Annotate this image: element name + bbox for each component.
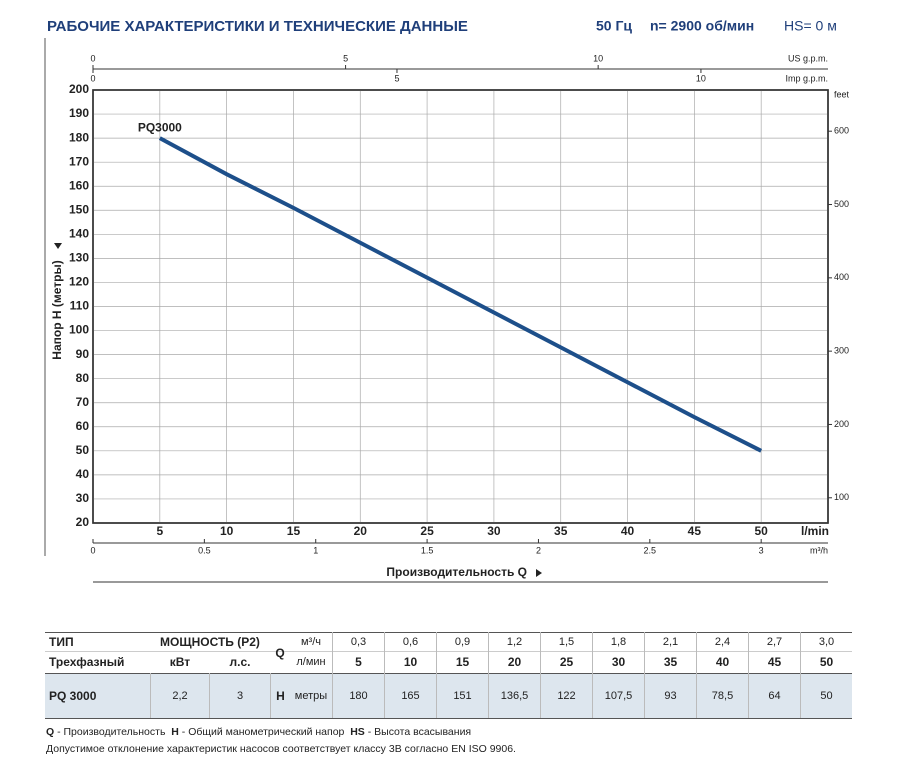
x-tick-label: 20 bbox=[354, 524, 368, 538]
y2-tick-label: 100 bbox=[834, 492, 849, 502]
footnote-text: - Общий манометрический напор bbox=[178, 726, 351, 738]
x-tick-label: 30 bbox=[487, 524, 501, 538]
y-tick-label: 80 bbox=[76, 371, 90, 385]
footnote: Q - Производительность H - Общий маномет… bbox=[46, 726, 471, 738]
y-tick-label: 190 bbox=[69, 106, 89, 120]
tick-label: 2.5 bbox=[644, 545, 657, 555]
tick-label: 2 bbox=[536, 545, 541, 555]
y-tick-label: 90 bbox=[76, 347, 90, 361]
y-tick-label: 20 bbox=[76, 515, 90, 529]
y-axis-title: Напор H (метры) bbox=[50, 260, 64, 359]
footnote: Допустимое отклонение характеристик насо… bbox=[46, 743, 516, 755]
footnote-text: - Производительность bbox=[54, 726, 172, 738]
y-tick-label: 40 bbox=[76, 467, 90, 481]
arrow bbox=[54, 243, 62, 249]
footnote-key: H bbox=[171, 726, 179, 738]
y-tick-label: 180 bbox=[69, 130, 89, 144]
axis-unit: Imp g.p.m. bbox=[785, 73, 828, 83]
y-tick-label: 110 bbox=[70, 299, 90, 313]
x-tick-label: 10 bbox=[220, 524, 234, 538]
y-tick-label: 100 bbox=[69, 323, 89, 337]
x-tick-label: 50 bbox=[755, 524, 769, 538]
plot-border bbox=[92, 89, 829, 524]
frequency: 50 Гц bbox=[596, 18, 632, 34]
y-tick-label: 130 bbox=[69, 251, 89, 265]
y-tick-label: 160 bbox=[69, 178, 89, 192]
tick-label: 0.5 bbox=[198, 545, 211, 555]
y-tick-label: 60 bbox=[76, 419, 90, 433]
tick-label: 1.5 bbox=[421, 545, 434, 555]
y2-tick-label: 400 bbox=[834, 272, 849, 282]
tick-label: 5 bbox=[343, 53, 348, 63]
footnote-key: HS bbox=[350, 726, 365, 738]
y-tick-label: 120 bbox=[69, 275, 89, 289]
y2-tick-label: 500 bbox=[834, 199, 849, 209]
page-title: РАБОЧИЕ ХАРАКТЕРИСТИКИ И ТЕХНИЧЕСКИЕ ДАН… bbox=[47, 18, 468, 35]
y-tick-label: 70 bbox=[76, 395, 90, 409]
x-tick-label: 40 bbox=[621, 524, 635, 538]
tick-label: 0 bbox=[90, 73, 95, 83]
series-label: PQ3000 bbox=[138, 120, 182, 134]
tick-label: 0 bbox=[90, 53, 95, 63]
y2-axis-title: feet bbox=[834, 89, 850, 99]
x-tick-label: 35 bbox=[554, 524, 568, 538]
tick-label: 1 bbox=[313, 545, 318, 555]
axis-unit: US g.p.m. bbox=[788, 53, 828, 63]
speed: n= 2900 об/мин bbox=[650, 18, 754, 34]
suction: HS= 0 м bbox=[784, 18, 837, 34]
tick-label: 3 bbox=[759, 545, 764, 555]
x-tick-label: 25 bbox=[420, 524, 434, 538]
y-tick-label: 150 bbox=[69, 202, 89, 216]
arrow bbox=[536, 569, 542, 577]
x-axis-title: Производительность Q bbox=[386, 565, 527, 579]
y-tick-label: 140 bbox=[69, 227, 89, 241]
y-tick-label: 30 bbox=[76, 491, 90, 505]
tick-label: 0 bbox=[90, 545, 95, 555]
series-line bbox=[158, 136, 763, 453]
tick-label: 5 bbox=[394, 73, 399, 83]
y2-tick-label: 600 bbox=[834, 126, 849, 136]
y-tick-label: 50 bbox=[76, 443, 90, 457]
x-tick-label: 15 bbox=[287, 524, 301, 538]
y2-tick-label: 200 bbox=[834, 419, 849, 429]
axis-unit: m³/h bbox=[810, 545, 828, 555]
tick-label: 10 bbox=[696, 73, 706, 83]
y2-tick-label: 300 bbox=[834, 346, 849, 356]
y-tick-label: 170 bbox=[69, 154, 89, 168]
x-tick-label: 5 bbox=[156, 524, 163, 538]
x-unit: l/min bbox=[801, 524, 829, 538]
x-tick-label: 45 bbox=[688, 524, 702, 538]
tick-label: 10 bbox=[593, 53, 603, 63]
footnote-text: - Высота всасывания bbox=[364, 726, 472, 738]
y-tick-label: 200 bbox=[69, 82, 89, 96]
footnote-key: Q bbox=[46, 726, 55, 738]
